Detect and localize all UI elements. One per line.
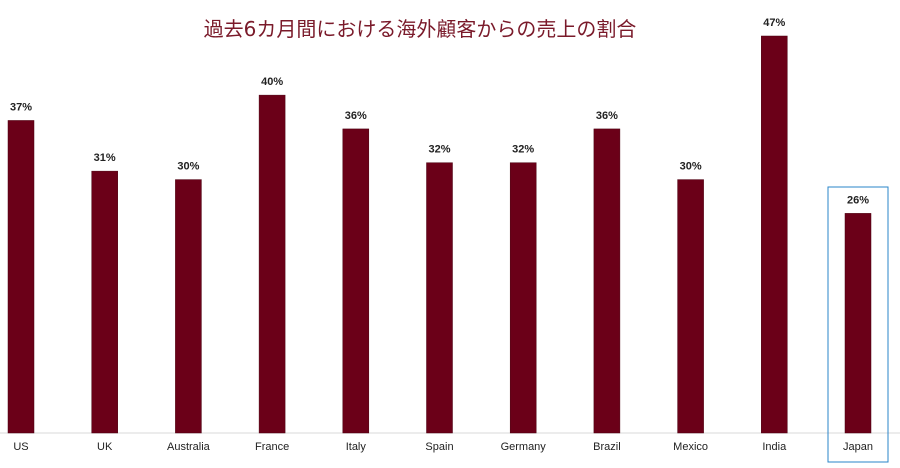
value-label-us: 37% xyxy=(10,101,32,113)
bar-france xyxy=(258,94,286,434)
value-label-germany: 32% xyxy=(512,144,534,156)
category-label-india: India xyxy=(762,441,787,453)
value-label-uk: 31% xyxy=(94,152,116,164)
bar-australia xyxy=(175,179,202,434)
value-label-mexico: 30% xyxy=(680,161,702,173)
value-label-france: 40% xyxy=(261,76,283,88)
category-label-germany: Germany xyxy=(501,441,547,453)
bar-brazil xyxy=(593,128,621,434)
category-label-us: US xyxy=(13,441,28,453)
bar-spain xyxy=(426,162,453,434)
bars-group: 37% US 31% UK 30% Australia 40% France 36% Italy 3… xyxy=(7,17,889,463)
bar-us xyxy=(7,120,35,434)
value-label-india: 47% xyxy=(763,17,785,29)
value-label-italy: 36% xyxy=(345,110,367,122)
value-label-japan: 26% xyxy=(847,194,869,206)
bar-india xyxy=(761,35,788,434)
bar-mexico xyxy=(677,179,704,434)
category-label-japan: Japan xyxy=(843,441,873,453)
category-label-france: France xyxy=(255,441,289,453)
chart-title: 過去6カ月間における海外顧客からの売上の割合 xyxy=(204,17,637,41)
value-label-australia: 30% xyxy=(177,161,199,173)
value-label-spain: 32% xyxy=(428,144,450,156)
bar-italy xyxy=(342,128,370,434)
category-label-uk: UK xyxy=(97,441,113,453)
category-label-spain: Spain xyxy=(425,441,453,453)
bar-uk xyxy=(91,170,118,434)
category-label-mexico: Mexico xyxy=(673,441,708,453)
bar-germany xyxy=(509,162,537,434)
category-label-italy: Italy xyxy=(346,441,367,453)
value-label-brazil: 36% xyxy=(596,110,618,122)
highlight-box-japan xyxy=(827,186,889,463)
bar-japan xyxy=(844,213,872,434)
category-label-australia: Australia xyxy=(167,441,211,453)
category-label-brazil: Brazil xyxy=(593,441,621,453)
